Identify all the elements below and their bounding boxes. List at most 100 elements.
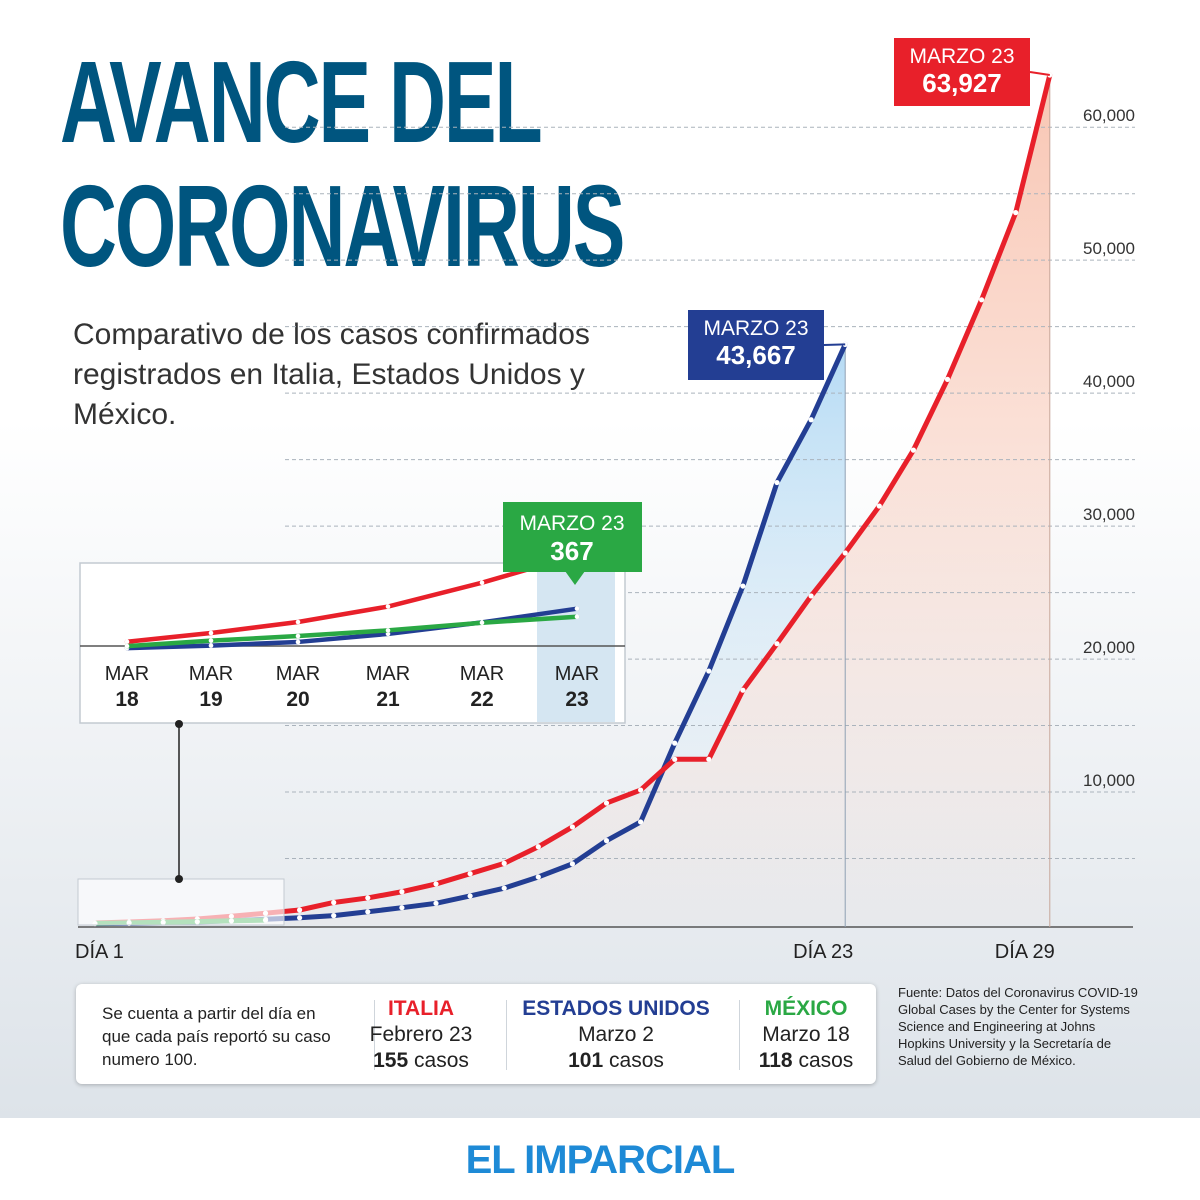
eeuu-point (297, 915, 303, 921)
italia-point (638, 787, 644, 793)
italia-point (876, 503, 882, 509)
y-tick-label: 20,000 (1083, 638, 1135, 657)
italia-callout-label: MARZO 23 (909, 45, 1014, 68)
note-box: Se cuenta a partir del día en que cada p… (76, 984, 876, 1084)
mexico-callout-label: MARZO 23 (519, 512, 624, 535)
inset-month-label: MAR (105, 663, 149, 685)
eeuu-callout-box (688, 310, 824, 380)
eeuu-inset-point (208, 643, 214, 648)
inset-day-label: 18 (115, 688, 139, 711)
inset-plot (124, 563, 580, 651)
italia-point (535, 844, 541, 850)
eeuu-point (331, 913, 337, 919)
italia-point (569, 824, 576, 830)
brand-logo: EL IMPARCIAL (465, 1138, 736, 1182)
mexico-inset-line (124, 614, 580, 649)
note-count-number: 155 (373, 1049, 409, 1072)
mexico-callout-box (503, 502, 642, 572)
italia-point (433, 881, 439, 887)
note-country-eeuu: ESTADOS UNIDOS Marzo 2 101 casos (516, 996, 716, 1074)
mexico-callout-pointer (565, 571, 585, 585)
note-divider (374, 1000, 375, 1070)
mexico-inset-point (385, 628, 391, 633)
inset-day-label: 22 (470, 688, 493, 711)
eeuu-point (808, 417, 814, 423)
eeuu-inset-point (574, 606, 580, 611)
eeuu-point (706, 668, 712, 674)
eeuu-point (569, 861, 576, 867)
note-country-count: 118 casos (746, 1048, 866, 1074)
eeuu-point (365, 909, 371, 915)
italia-point (910, 447, 917, 453)
eeuu-point (774, 479, 780, 486)
note-country-date: Febrero 23 (369, 1023, 473, 1046)
inset-day-label: 19 (199, 688, 222, 711)
eeuu-area (640, 344, 846, 822)
italia-point (979, 297, 985, 303)
eeuu-point (535, 874, 541, 880)
eeuu-callout-label: MARZO 23 (703, 317, 808, 340)
inset-month-label: MAR (460, 663, 504, 685)
eeuu-inset-point (385, 631, 391, 637)
mexico-inset-point (124, 643, 130, 649)
mexico-callout-value: 367 (550, 536, 593, 566)
x-tick-label: DÍA 29 (995, 940, 1055, 963)
eeuu-callout-leader (823, 343, 846, 346)
x-tick-label: DÍA 23 (793, 940, 853, 963)
inset-month-label: MAR (555, 663, 599, 685)
note-count-unit: casos (609, 1049, 664, 1072)
note-count-unit: casos (414, 1049, 469, 1072)
note-country-count: 155 casos (361, 1048, 481, 1074)
mexico-inset-point (295, 633, 301, 639)
eeuu-point (399, 905, 405, 911)
italia-inset-point (385, 604, 391, 609)
note-country-name: ITALIA (387, 997, 455, 1020)
eeuu-point (638, 819, 644, 825)
mexico-inset-point (208, 638, 214, 643)
italia-point (740, 687, 746, 693)
note-divider (739, 1000, 740, 1070)
eeuu-point (433, 900, 439, 906)
eeuu-point (842, 341, 848, 347)
note-count-number: 101 (568, 1049, 604, 1072)
eeuu-point (672, 740, 678, 746)
italia-callout-value: 63,927 (922, 68, 1002, 98)
italia-inset-point (479, 580, 485, 586)
note-country-mexico: MÉXICO Marzo 18 118 casos (746, 996, 866, 1074)
italia-inset-point (124, 639, 130, 645)
inset-month-label: MAR (276, 663, 320, 685)
inset-day-label: 20 (286, 688, 309, 711)
y-tick-label: 40,000 (1083, 372, 1135, 391)
eeuu-inset-point (295, 639, 301, 645)
zoom-connector-dot (175, 720, 183, 728)
y-tick-label: 30,000 (1083, 505, 1135, 524)
eeuu-point (501, 885, 507, 891)
italia-point (297, 907, 303, 913)
y-tick-label: 50,000 (1083, 239, 1135, 258)
note-count-unit: casos (798, 1049, 854, 1072)
eeuu-point (467, 893, 473, 899)
italia-point (672, 756, 678, 762)
inset-day-label: 23 (565, 688, 588, 711)
y-tick-label: 60,000 (1083, 106, 1135, 125)
note-divider (506, 1000, 507, 1070)
italia-area (95, 75, 1050, 925)
italia-point (808, 593, 814, 599)
italia-point (331, 899, 337, 906)
italia-callout-box (894, 38, 1030, 106)
italia-point (706, 756, 712, 762)
italia-point (501, 860, 507, 866)
note-country-count: 101 casos (516, 1048, 716, 1074)
inset-highlight (537, 564, 615, 722)
subtitle: Comparativo de los casos confirmados reg… (73, 318, 590, 431)
eeuu-point (740, 583, 746, 589)
italia-point (399, 889, 405, 895)
note-country-italia: ITALIA Febrero 23 155 casos (361, 996, 481, 1074)
inset-month-label: MAR (366, 663, 410, 685)
note-country-name: ESTADOS UNIDOS (522, 997, 710, 1020)
italia-callout-leader (1029, 71, 1050, 76)
italia-point (365, 895, 371, 901)
